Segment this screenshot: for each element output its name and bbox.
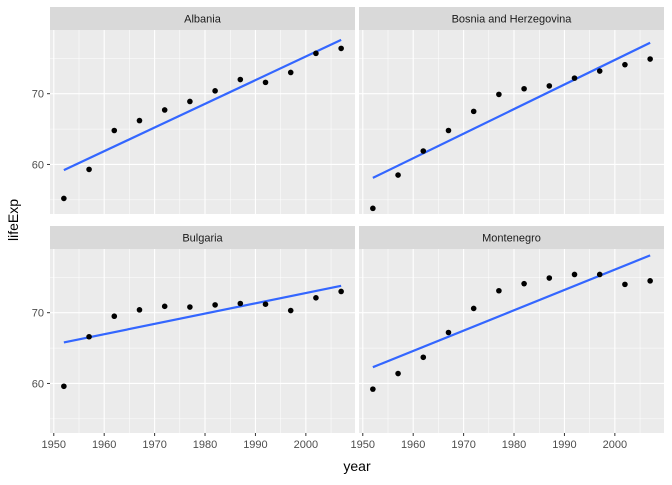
- data-point: [338, 288, 344, 295]
- data-point: [395, 172, 401, 178]
- data-point: [212, 88, 218, 94]
- data-point: [86, 333, 92, 340]
- data-point: [313, 295, 319, 301]
- x-tick-label: 1950: [42, 439, 66, 451]
- trend-line: [63, 38, 342, 172]
- data-point: [262, 301, 269, 308]
- x-tick-label: 1960: [401, 439, 425, 451]
- facet-title: Albania: [184, 14, 222, 26]
- panel-background: [50, 249, 355, 433]
- data-point: [571, 75, 578, 81]
- y-axis-title: lifeExp: [5, 199, 21, 241]
- data-point: [546, 83, 553, 89]
- x-tick-label: 1960: [92, 439, 116, 451]
- data-point: [521, 280, 527, 287]
- y-tick-label: 60: [32, 378, 44, 390]
- data-point: [596, 68, 603, 74]
- data-point: [338, 45, 344, 52]
- trend-line: [63, 284, 342, 344]
- y-tick-label: 70: [32, 308, 44, 320]
- data-point: [287, 69, 294, 76]
- data-point: [571, 271, 578, 278]
- facet-title: Montenegro: [482, 233, 541, 245]
- data-point: [61, 383, 67, 390]
- data-point: [370, 205, 376, 212]
- data-point: [395, 370, 401, 377]
- facet-title: Bosnia and Herzegovina: [452, 14, 573, 26]
- data-point: [212, 302, 218, 308]
- data-point: [622, 61, 628, 68]
- facet-strip: [50, 7, 355, 30]
- data-point: [61, 195, 67, 202]
- data-point: [596, 271, 603, 278]
- facet-strip: [50, 226, 355, 249]
- data-point: [622, 281, 628, 288]
- panel-bulgaria: Bulgaria 60 70 1950 1960 1970 1980 1990 2000: [32, 226, 355, 451]
- data-point: [262, 79, 269, 86]
- data-point: [187, 98, 193, 105]
- x-tick-label: 1970: [451, 439, 475, 451]
- panel-albania: Albania 60 70: [32, 7, 355, 214]
- data-point: [313, 50, 319, 57]
- y-tick-label: 70: [32, 89, 44, 101]
- data-point: [420, 148, 427, 154]
- data-point: [136, 307, 143, 313]
- data-point: [445, 329, 452, 336]
- x-tick-label: 1990: [243, 439, 267, 451]
- data-point: [546, 275, 553, 281]
- data-point: [187, 304, 193, 310]
- facet-title: Bulgaria: [182, 233, 223, 245]
- panel-bosnia-and-herzegovina: Bosnia and Herzegovina: [359, 7, 664, 214]
- data-point: [136, 117, 143, 124]
- y-tick-label: 60: [32, 159, 44, 171]
- trend-line: [372, 254, 651, 369]
- data-point: [161, 303, 168, 310]
- data-point: [161, 107, 168, 113]
- data-point: [370, 386, 376, 392]
- x-tick-label: 1950: [351, 439, 375, 451]
- data-point: [111, 313, 118, 320]
- data-point: [647, 278, 653, 284]
- data-point: [470, 305, 477, 312]
- x-tick-label: 1970: [142, 439, 166, 451]
- data-point: [470, 108, 477, 115]
- data-point: [521, 85, 527, 92]
- panel-background: [359, 249, 664, 433]
- data-point: [237, 300, 244, 307]
- panel-montenegro: Montenegro 1950 1960 1970 1980 1990 2000: [351, 226, 664, 451]
- data-point: [496, 91, 502, 98]
- panel-background: [50, 30, 355, 214]
- facet-strip: [359, 7, 664, 30]
- data-point: [496, 287, 502, 294]
- x-tick-label: 2000: [294, 439, 318, 451]
- facet-strip: [359, 226, 664, 249]
- data-point: [237, 76, 244, 83]
- data-point: [445, 127, 452, 134]
- x-tick-label: 2000: [603, 439, 627, 451]
- data-point: [287, 307, 294, 314]
- data-point: [420, 354, 427, 361]
- data-point: [111, 127, 118, 134]
- x-tick-label: 1990: [552, 439, 576, 451]
- data-point: [86, 166, 92, 173]
- trend-line: [372, 41, 651, 179]
- data-point: [647, 56, 653, 62]
- x-tick-label: 1980: [193, 439, 217, 451]
- x-tick-label: 1980: [502, 439, 526, 451]
- x-axis-title: year: [343, 458, 371, 474]
